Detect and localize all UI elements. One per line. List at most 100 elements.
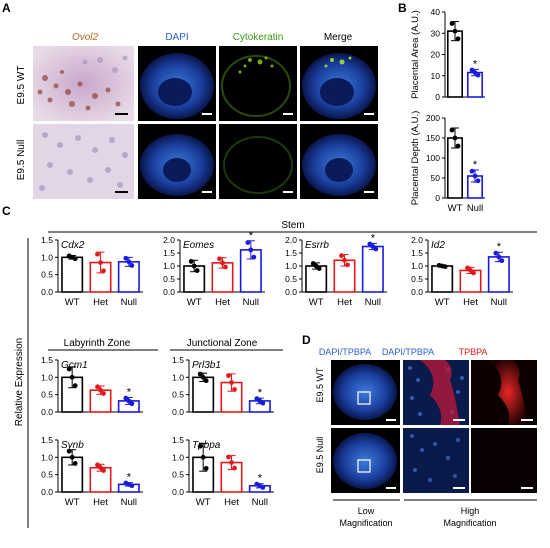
chart-title: Synb [61,440,84,451]
y-tick-label: 1.0 [41,452,53,462]
panel-d-row-wt: E9.5 WT [315,367,325,403]
data-point [191,263,197,269]
data-point [229,380,234,385]
panel-letter-a: A [2,1,11,15]
y-tick-label: 2.0 [285,235,297,245]
data-point [455,143,461,149]
data-point [72,383,78,389]
data-point [123,255,129,261]
y-tick-label: 1.0 [411,261,423,271]
data-point [72,256,78,262]
data-point [339,253,344,259]
data-point [188,259,194,264]
y-tick-label: 0.0 [172,487,184,497]
x-tick-label: Null [365,297,381,308]
data-point [220,260,225,266]
x-tick-label: WT [448,203,463,214]
significance-star: * [127,472,132,484]
data-point [260,485,266,490]
data-point [69,454,75,460]
chart-id2: 0.0 0.5 1.0 1.5 2.0 Id2 WT Het * Null [411,235,513,308]
panel-d-images: DAPI/TPBPA DAPI/TPBPA TPBPA E9.5 WT E9.5… [315,347,537,528]
y-tick-label: 1.5 [163,248,175,258]
chart-title: Cdx2 [61,240,85,251]
y-tick-label: 10 [431,71,441,81]
bar-null [361,245,384,293]
data-point [72,461,78,466]
y-tick-label: 0.0 [172,407,184,417]
panel-c-ylabel: Relative Expression [14,338,25,426]
y-tick-label: 0.5 [411,274,423,284]
y-tick-label: 1.0 [285,261,297,271]
chart-esrrb: 0.0 0.5 1.0 1.5 2.0 Esrrb WT Het * Null [285,232,387,308]
y-tick-label: 1.5 [172,355,184,365]
y-tick-label: 100 [426,153,440,163]
data-point [316,266,322,271]
panel-a-images [33,46,378,199]
panel-a-header-merge: Merge [324,32,353,43]
data-point [101,268,106,274]
panel-d-footer-low-1: Low [358,506,375,516]
panel-d-footer-high-2: Magnification [443,518,496,528]
data-point [345,262,350,268]
panel-d-header-1-text: DAPI/TPBPA [319,347,371,357]
ovol2-null-image [33,124,134,199]
x-tick-label: WT [435,297,450,308]
data-point [217,256,222,262]
data-point [95,251,100,257]
chart-title: Gcm1 [61,360,88,371]
data-point [245,240,251,246]
bar-charts: 0.0 0.5 1.0 1.5 Cdx2 WT Het Null 0.0 0.5 1.0 1.5 2.0… [41,7,513,508]
significance-star: * [258,387,263,399]
x-tick-label: Null [467,203,483,214]
y-tick-label: 1.0 [172,372,184,382]
group-labyrinth-label: Labyrinth Zone [64,338,131,349]
data-point [452,28,458,34]
chart-synb: 0.0 0.5 1.0 1.5 Synb WT Het * Null [41,435,143,508]
x-tick-label: WT [65,497,80,508]
bar-wt [431,265,454,293]
chart-title: Prl3b1 [192,360,221,371]
group-stem-label: Stem [281,220,304,231]
data-point [203,378,209,384]
chart-tpbpa: 0.0 0.5 1.0 1.5 Tpbpa WT Het * Null [172,435,274,508]
chart-placental-8: 0 10 20 30 40 Placental Area (A.U.) * [410,7,485,102]
panel-a-row-wt: E9.5 WT [16,66,27,105]
chart-title: Esrrb [305,240,329,251]
data-point [251,254,257,260]
chart-cdx2: 0.0 0.5 1.0 1.5 Cdx2 WT Het Null [41,235,143,308]
x-tick-label: Het [224,497,239,508]
data-point [493,250,499,256]
data-point [197,371,203,377]
x-tick-label: WT [65,297,80,308]
significance-star: * [473,159,478,171]
y-tick-label: 1.0 [41,252,53,262]
data-point [129,263,135,268]
x-tick-label: WT [187,297,202,308]
data-point [126,259,132,265]
y-tick-label: 0.0 [41,407,53,417]
data-point [449,127,455,133]
y-tick-label: 0.5 [41,270,53,280]
x-tick-label: WT [196,497,211,508]
panel-d-footer-high-1: High [461,506,480,516]
x-tick-label: Het [215,297,230,308]
panel-d-header-3: TPBPA [459,347,488,357]
chart-title: Id2 [431,240,445,251]
significance-star: * [127,386,132,398]
y-tick-label: 0.5 [41,390,53,400]
data-point [200,374,206,380]
significance-star: * [258,473,263,485]
y-tick-label: 2.0 [163,235,175,245]
data-point [95,384,100,390]
y-tick-label: 0.5 [172,390,184,400]
panel-d-row-null: E9.5 Null [315,437,325,474]
significance-star: * [497,241,502,253]
data-point [496,254,502,260]
y-tick-label: 20 [431,50,441,60]
panel-letter-c: C [2,204,11,218]
ovol2-wt-image [33,46,134,121]
x-tick-label: Het [463,297,478,308]
data-point [98,387,103,393]
data-point [475,72,481,78]
